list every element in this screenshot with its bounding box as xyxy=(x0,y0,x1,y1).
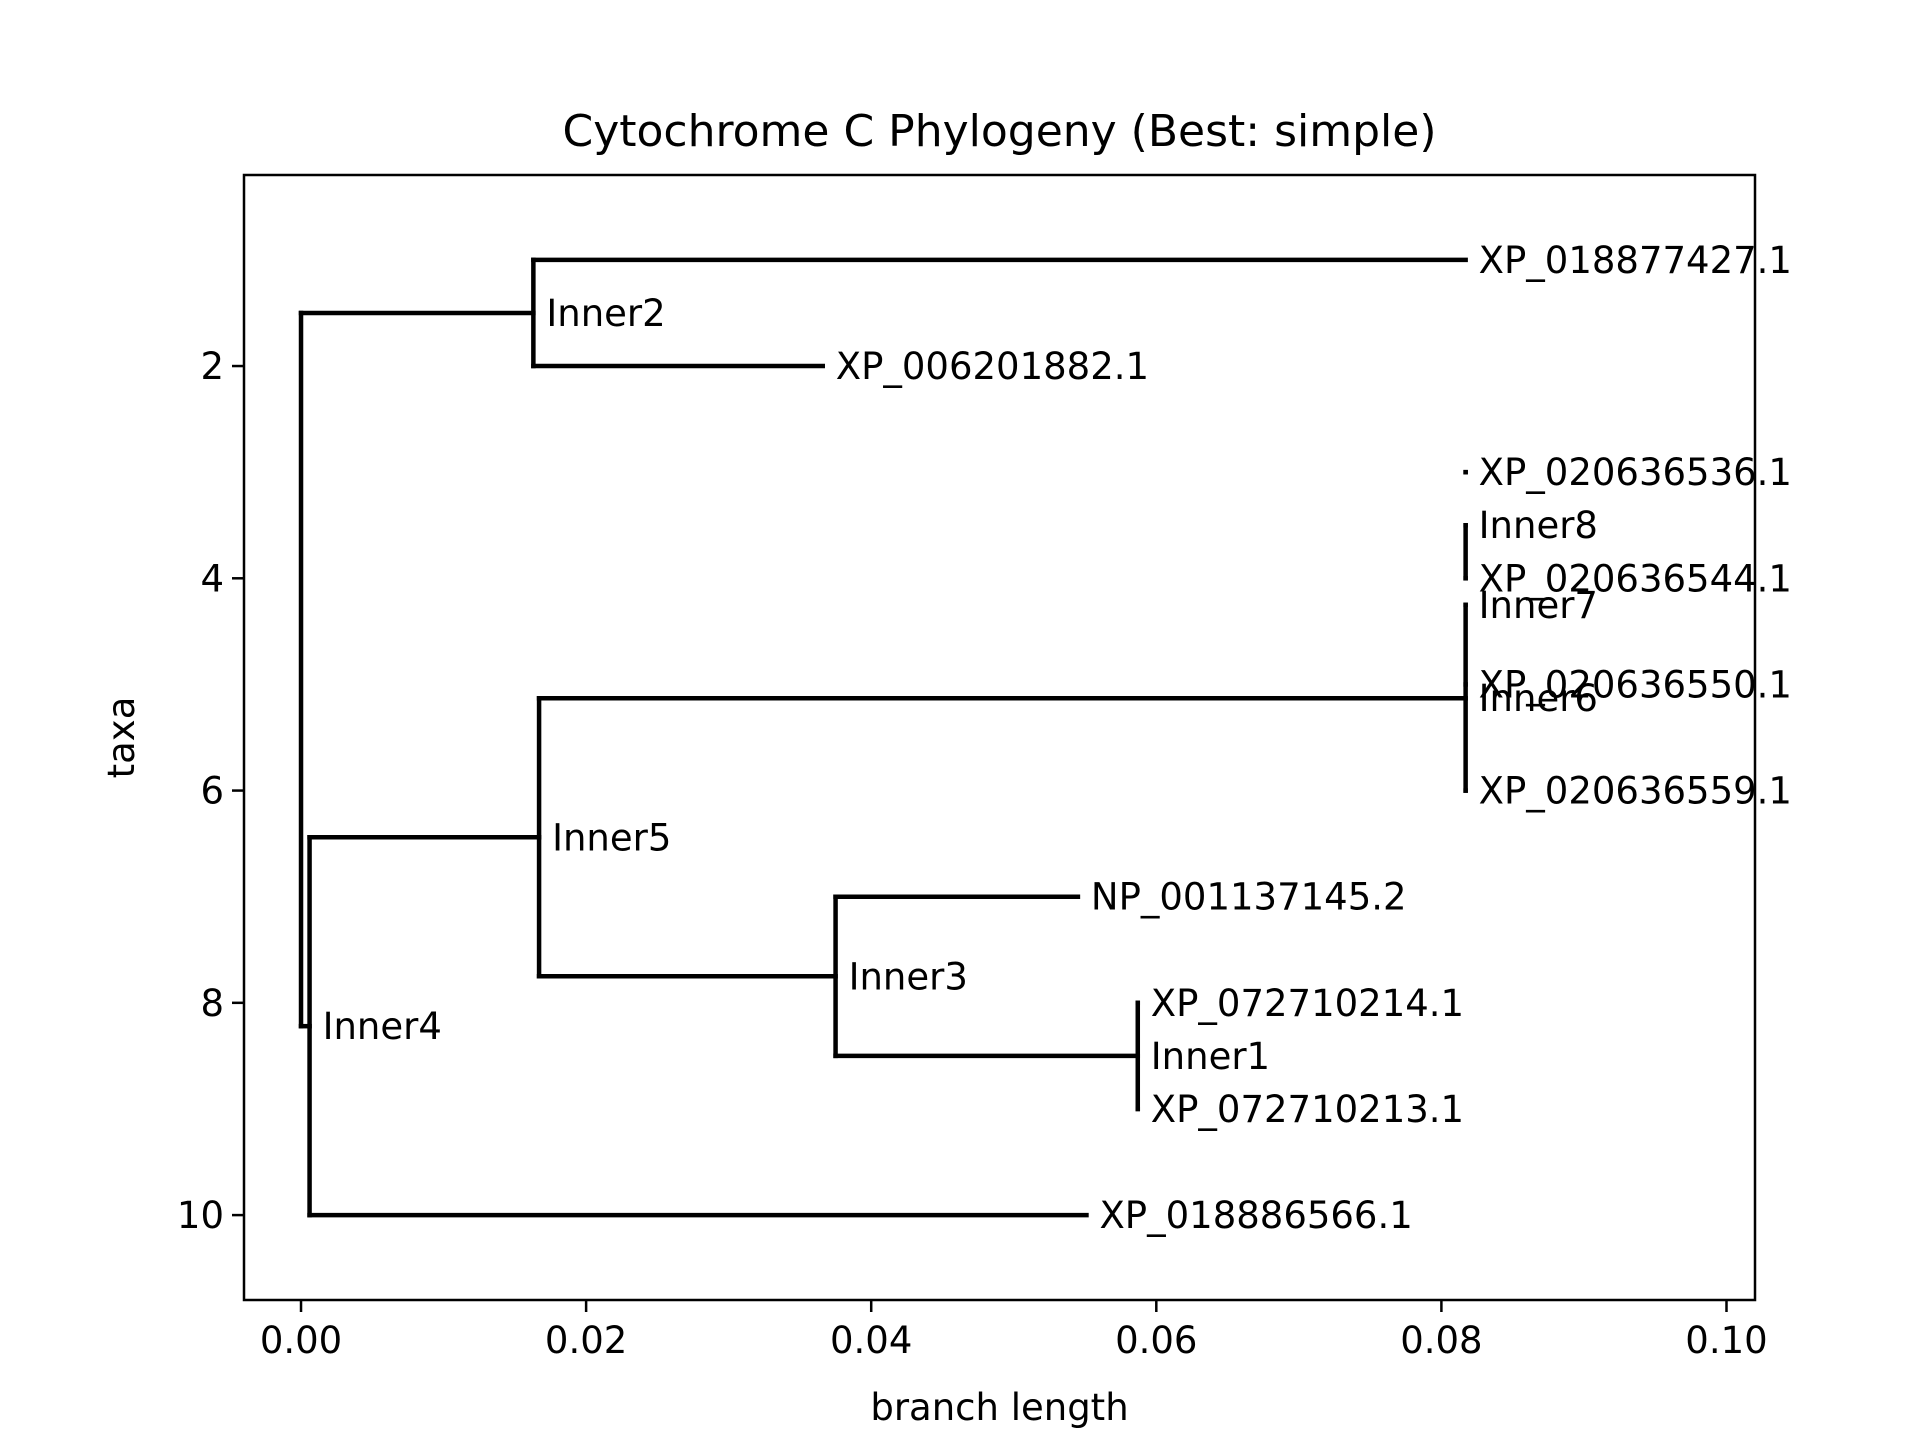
y-tick-label: 8 xyxy=(200,982,224,1025)
node-label-xp-072710213-1: XP_072710213.1 xyxy=(1151,1088,1464,1131)
chart-title: Cytochrome C Phylogeny (Best: simple) xyxy=(562,106,1436,157)
node-label-xp-020636544-1: XP_020636544.1 xyxy=(1479,557,1792,600)
node-label-inner5: Inner5 xyxy=(552,816,671,859)
x-axis-ticks: 0.00 0.02 0.04 0.06 0.08 0.10 xyxy=(260,1300,1768,1362)
node-label-xp-020636559-1: XP_020636559.1 xyxy=(1479,770,1792,813)
x-tick-label: 0.06 xyxy=(1115,1319,1197,1362)
node-labels: Inner2 Inner4 XP_018877427.1 XP_006201882.1… xyxy=(323,239,1792,1237)
node-label-np-001137145-2: NP_001137145.2 xyxy=(1091,876,1407,919)
node-label-inner6: Inner6 xyxy=(1479,677,1598,720)
node-label-xp-018886566-1: XP_018886566.1 xyxy=(1099,1194,1412,1237)
x-tick-label: 0.02 xyxy=(545,1319,627,1362)
plot-frame xyxy=(242,173,1757,1302)
node-label-xp-006201882-1: XP_006201882.1 xyxy=(836,345,1149,388)
node-label-xp-020636536-1: XP_020636536.1 xyxy=(1479,451,1792,494)
x-tick-label: 0.10 xyxy=(1685,1319,1767,1362)
node-label-inner3: Inner3 xyxy=(849,955,968,998)
x-tick-label: 0.00 xyxy=(260,1319,342,1362)
node-label-inner1: Inner1 xyxy=(1151,1035,1270,1078)
node-label-xp-018877427-1: XP_018877427.1 xyxy=(1479,239,1792,282)
y-tick-label: 2 xyxy=(200,345,224,388)
y-axis-label: taxa xyxy=(100,697,143,779)
y-tick-label: 10 xyxy=(177,1194,224,1237)
tree-branches xyxy=(298,257,1468,1218)
x-axis-label: branch length xyxy=(870,1386,1128,1429)
y-axis-ticks: 2 4 6 8 10 xyxy=(177,345,244,1237)
node-label-inner4: Inner4 xyxy=(323,1005,442,1048)
y-tick-label: 6 xyxy=(200,770,224,813)
node-label-inner8: Inner8 xyxy=(1479,504,1598,547)
y-tick-label: 4 xyxy=(200,557,224,600)
x-tick-label: 0.04 xyxy=(830,1319,912,1362)
node-label-xp-072710214-1: XP_072710214.1 xyxy=(1151,982,1464,1025)
node-label-inner7: Inner7 xyxy=(1479,584,1598,627)
node-label-inner2: Inner2 xyxy=(546,292,665,335)
x-tick-label: 0.08 xyxy=(1400,1319,1482,1362)
node-label-xp-020636550-1: XP_020636550.1 xyxy=(1479,663,1792,706)
